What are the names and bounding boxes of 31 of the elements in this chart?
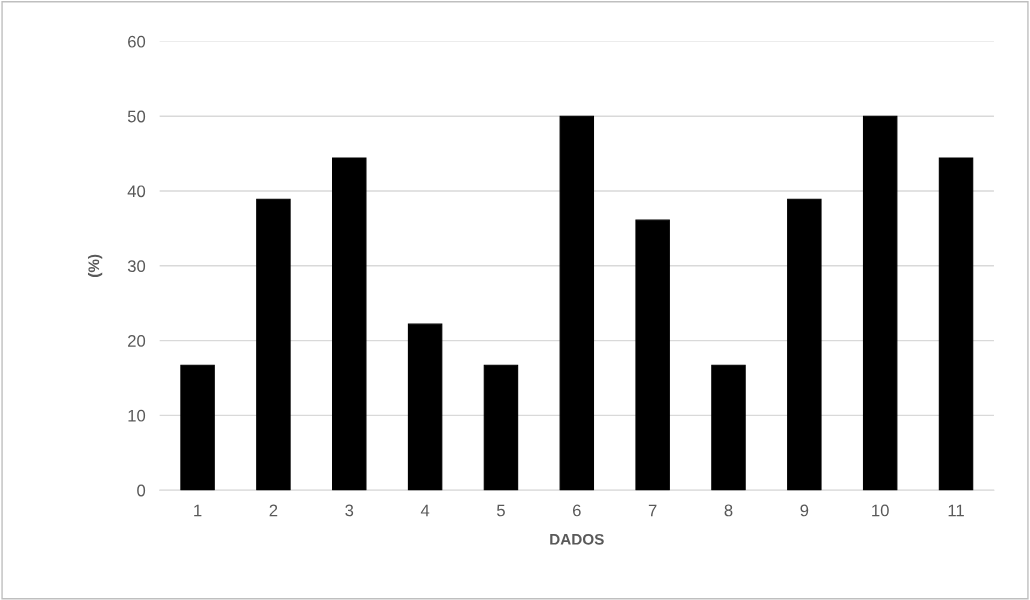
bar	[332, 157, 367, 491]
x-tick-label: 1	[194, 504, 202, 517]
x-tick-label: 9	[800, 504, 809, 517]
y-tick-label: 20	[128, 335, 146, 347]
x-tick-label: 4	[420, 504, 430, 517]
bar	[483, 364, 519, 491]
bar	[407, 323, 443, 491]
y-axis-title: (%)	[87, 254, 103, 277]
x-tick-label: 2	[269, 504, 278, 517]
bar	[180, 364, 215, 491]
x-tick-label: 3	[345, 504, 354, 517]
x-tick-label: 7	[648, 504, 657, 517]
y-tick-label: 50	[127, 110, 146, 123]
y-tick-label: 60	[128, 35, 146, 48]
bar	[256, 198, 291, 491]
bar	[862, 115, 898, 491]
bar	[938, 157, 974, 491]
bar	[711, 364, 746, 491]
y-tick-label: 40	[127, 185, 146, 198]
x-tick-label: 8	[724, 504, 733, 517]
bar	[559, 115, 595, 491]
y-tick-label: 30	[127, 260, 146, 272]
y-tick-label: 0	[137, 484, 146, 497]
bar	[635, 219, 670, 491]
x-axis-title: DADOS	[550, 533, 604, 545]
x-tick-label: 5	[496, 504, 505, 517]
y-tick-label: 10	[128, 409, 146, 422]
bar	[787, 198, 822, 491]
x-tick-label: 10	[872, 504, 889, 517]
x-tick-label: 6	[573, 504, 581, 517]
x-tick-label: 11	[948, 504, 964, 517]
